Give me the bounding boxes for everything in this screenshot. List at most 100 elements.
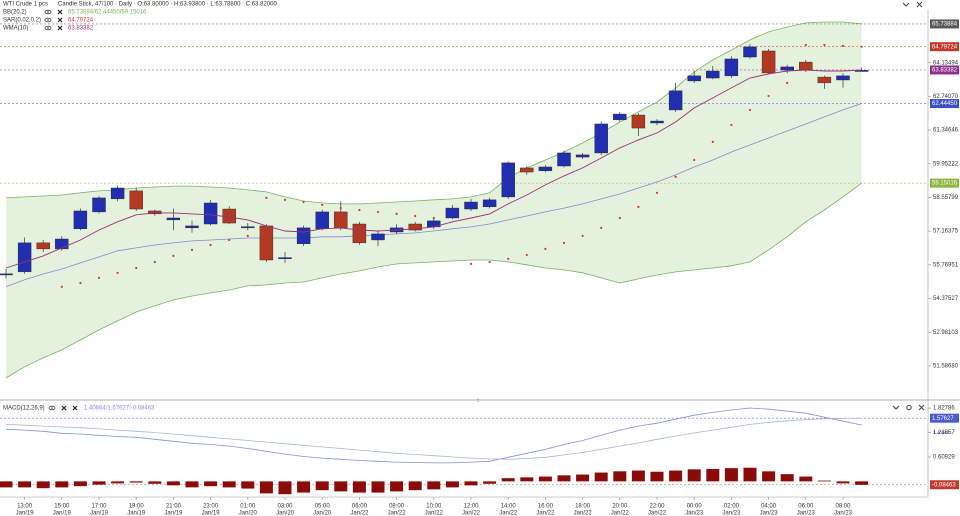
x-tick-label: 13:00 [17, 504, 33, 510]
macd-histogram-bar [706, 468, 720, 482]
macd-close-icon[interactable] [918, 404, 925, 411]
y-tick-label: 52.98103 [933, 330, 959, 336]
x-tick-date: Jan/23 [760, 511, 779, 516]
candle-body [0, 273, 13, 276]
x-tick-label: 20:00 [612, 504, 628, 510]
x-tick-date: Jan/23 [834, 511, 853, 516]
candle-body [185, 225, 199, 229]
macd-histogram-bar [855, 481, 869, 485]
candle-body [482, 199, 497, 208]
macd-histogram-bar [352, 481, 366, 493]
candle-body [799, 61, 813, 71]
sar-dot [562, 241, 566, 244]
candle-body [445, 207, 460, 219]
close-icon[interactable] [916, 1, 923, 8]
x-tick-date: Jan/19 [202, 511, 221, 516]
sar-dot [469, 262, 473, 265]
remove-icon[interactable] [57, 25, 63, 31]
sar-dot [748, 108, 752, 112]
candle-body [501, 162, 515, 198]
remove-icon[interactable] [61, 405, 67, 411]
macd-line [5, 407, 862, 464]
price-label: 63.83382 [932, 68, 958, 74]
instrument-title: WTI Crude 1 pcs [3, 2, 48, 8]
x-tick-date: Jan/22 [425, 511, 444, 516]
sar-dot [860, 45, 863, 48]
price-label: 65.73884 [932, 22, 958, 28]
macd-settings-icon[interactable] [906, 404, 912, 411]
collapse-icon[interactable] [902, 2, 910, 7]
x-tick-label: 01:00 [240, 504, 256, 510]
sar-dot [693, 158, 696, 162]
x-tick-label: 21:00 [166, 504, 182, 510]
remove-icon[interactable] [57, 17, 63, 23]
candle-body [817, 76, 832, 84]
x-tick-label: 03:00 [277, 504, 293, 510]
macd-histogram-bar [129, 481, 143, 483]
macd-legend-value: 1.40664/1.57627/-0.08463 [84, 406, 155, 412]
candle-body [92, 197, 106, 213]
x-tick-date: Jan/22 [499, 511, 518, 516]
macd-histogram-bar [111, 481, 125, 484]
macd-histogram-bar [390, 481, 404, 492]
candle-body [557, 152, 571, 167]
resize-handle[interactable]: ⠿ [476, 398, 480, 404]
visibility-icon[interactable] [44, 9, 52, 15]
y-tick-label: 62.74070 [933, 94, 959, 100]
sar-dot [525, 253, 528, 257]
x-tick-date: Jan/20 [239, 511, 258, 516]
sar-dot [637, 205, 640, 208]
candle-body [203, 202, 218, 225]
visibility-icon[interactable] [44, 17, 52, 23]
macd-histogram-bar [483, 481, 497, 484]
x-tick-label: 14:00 [501, 504, 517, 510]
candle-body [650, 120, 664, 124]
candle-body [724, 58, 739, 77]
macd-collapse-icon[interactable] [892, 405, 900, 410]
y-tick-label: 1.21857 [933, 430, 955, 436]
sar-dot [116, 271, 119, 274]
x-tick-date: Jan/22 [611, 511, 630, 516]
sar-dot [414, 214, 417, 218]
sar-dot [804, 43, 807, 47]
candle-body [780, 66, 794, 71]
band-upper [5, 21, 862, 205]
x-tick-label: 08:00 [835, 504, 851, 510]
candle-body [371, 233, 385, 241]
x-tick-label: 15:00 [54, 504, 70, 510]
price-label-box [930, 42, 959, 52]
sar-dot [265, 196, 268, 200]
y-tick-label: 51.58680 [933, 364, 959, 370]
y-tick-label: 61.34646 [933, 128, 959, 134]
legend-value: 65.73884/62.44450/59.15016 [68, 10, 147, 16]
candle-body [352, 223, 367, 244]
x-tick-date: Jan/19 [53, 511, 72, 516]
remove-icon[interactable] [72, 405, 78, 411]
macd-histogram-bar [557, 475, 571, 482]
macd-histogram-bar [166, 481, 180, 486]
candle-body [613, 113, 627, 121]
x-tick-date: Jan/22 [350, 511, 369, 516]
visibility-icon[interactable] [44, 25, 52, 31]
y-tick-label: 64.13494 [933, 60, 959, 66]
visibility-icon[interactable] [48, 405, 56, 411]
visibility-icon-pupil [47, 19, 49, 21]
candle-body [17, 242, 32, 273]
x-tick-date: Jan/22 [536, 511, 555, 516]
candle-body [743, 46, 757, 58]
band-lower [5, 182, 862, 379]
x-tick-date: Jan/20 [313, 511, 332, 516]
sar-dot [823, 43, 826, 47]
price-label: 59.15016 [932, 181, 958, 187]
sar-dot [172, 254, 175, 258]
macd-histogram-bar [278, 481, 292, 495]
macd-histogram-bar [73, 481, 87, 487]
macd-histogram-bar [148, 481, 162, 484]
price-label-box [930, 99, 959, 109]
remove-icon[interactable] [57, 9, 63, 15]
macd-histogram-bar [297, 481, 311, 493]
price-label: 62.44450 [932, 101, 958, 107]
candle-body [520, 167, 534, 173]
x-tick-date: Jan/20 [276, 511, 295, 516]
sar-dot [376, 210, 380, 214]
